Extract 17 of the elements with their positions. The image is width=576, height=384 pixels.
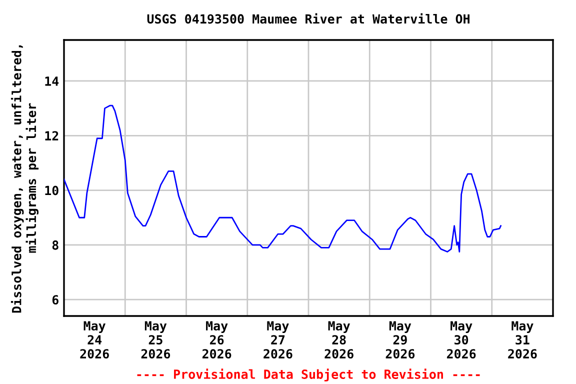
y-tick-label: 10 bbox=[45, 186, 58, 196]
x-tick-label: May 28 2026 bbox=[324, 321, 354, 359]
y-axis-title: Dissolved oxygen, water, unfiltered, milligrams per liter bbox=[10, 45, 39, 313]
y-tick-label: 6 bbox=[52, 295, 58, 305]
text: ---- Provisional Data Subject to Revision ---- bbox=[137, 368, 480, 382]
line-series bbox=[64, 104, 502, 252]
chart-title: USGS 04193500 Maumee River at Waterville OH bbox=[147, 13, 470, 24]
x-tick-label: May 24 2026 bbox=[80, 321, 109, 359]
x-tick-label: May 27 2026 bbox=[264, 321, 292, 359]
y-tick-label: 8 bbox=[52, 240, 58, 250]
x-tick-label: May 26 2026 bbox=[202, 321, 232, 359]
x-tick-label: May 29 2026 bbox=[386, 321, 415, 359]
x-tick-label: May 31 2026 bbox=[508, 321, 537, 359]
x-tick-label: May 30 2026 bbox=[446, 321, 476, 359]
y-tick-label: 12 bbox=[45, 131, 58, 140]
y-tick-label: 14 bbox=[45, 76, 59, 86]
x-tick-label: May 25 2026 bbox=[141, 321, 170, 359]
